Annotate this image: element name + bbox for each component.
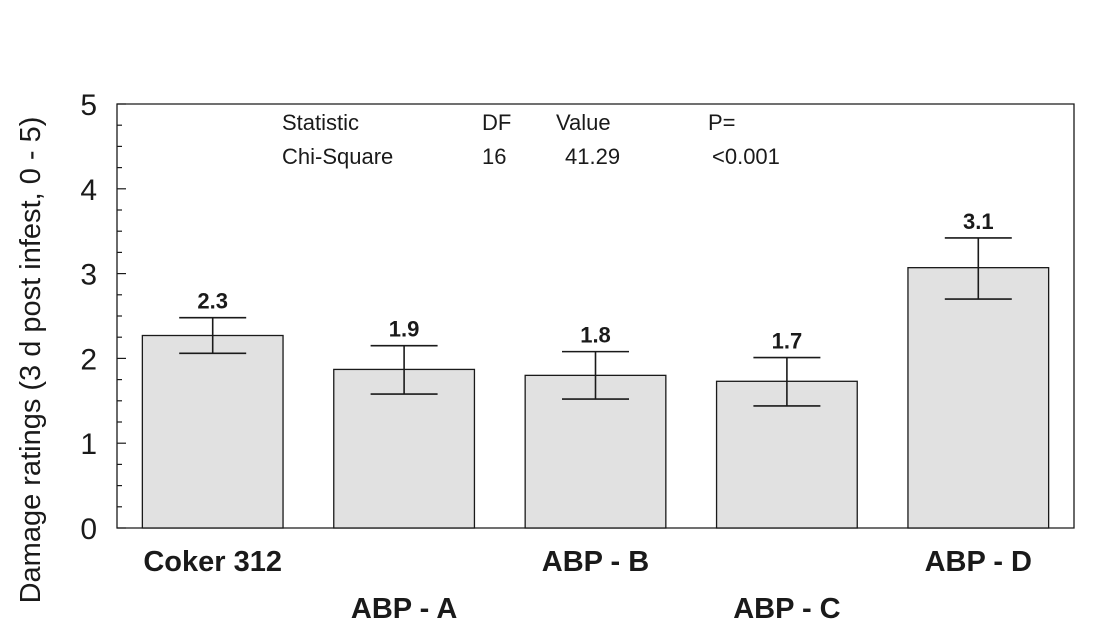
bar: [333, 368, 476, 529]
y-tick-label: 5: [80, 89, 97, 122]
stats-row-value: 41.29: [565, 144, 620, 169]
category-label: ABP - A: [351, 593, 457, 625]
category-label: ABP - B: [542, 546, 649, 578]
x-axis-labels: Coker 312 ABP - A ABP - B ABP - C ABP - D: [143, 546, 1032, 625]
y-tick-label: 3: [80, 259, 97, 292]
stats-row-df: 16: [482, 144, 506, 169]
y-tick-label: 1: [80, 428, 97, 461]
stats-header-df: DF: [482, 110, 511, 135]
data-label: 2.3: [197, 289, 228, 314]
stats-header-statistic: Statistic: [282, 110, 359, 135]
category-label: ABP - C: [733, 593, 840, 625]
data-label: 1.9: [389, 317, 420, 342]
data-label: 1.7: [772, 329, 803, 354]
bar: [141, 334, 284, 529]
plot-frame: [116, 103, 1075, 529]
bar: [907, 267, 1050, 529]
stats-header-value: Value: [556, 110, 611, 135]
stats-table: Statistic DF Value P= Chi-Square 16 41.2…: [282, 110, 780, 169]
stats-row-p: <0.001: [712, 144, 780, 169]
data-label: 3.1: [963, 209, 994, 234]
bars: [141, 267, 1050, 529]
y-axis: 0 1 2 3 4 5: [80, 89, 126, 546]
y-tick-label: 2: [80, 343, 97, 376]
stats-header-p: P=: [708, 110, 736, 135]
y-tick-label: 0: [80, 513, 97, 546]
category-label: ABP - D: [925, 546, 1032, 578]
category-label: Coker 312: [143, 546, 282, 578]
data-labels: 2.3 1.9 1.8 1.7 3.1: [197, 209, 993, 354]
y-axis-label: Damage ratings (3 d post infest, 0 - 5): [15, 117, 47, 604]
y-tick-label: 4: [80, 174, 97, 207]
stats-row-statistic: Chi-Square: [282, 144, 393, 169]
data-label: 1.8: [580, 323, 611, 348]
bar: [524, 374, 667, 529]
error-bars: [179, 237, 1012, 407]
